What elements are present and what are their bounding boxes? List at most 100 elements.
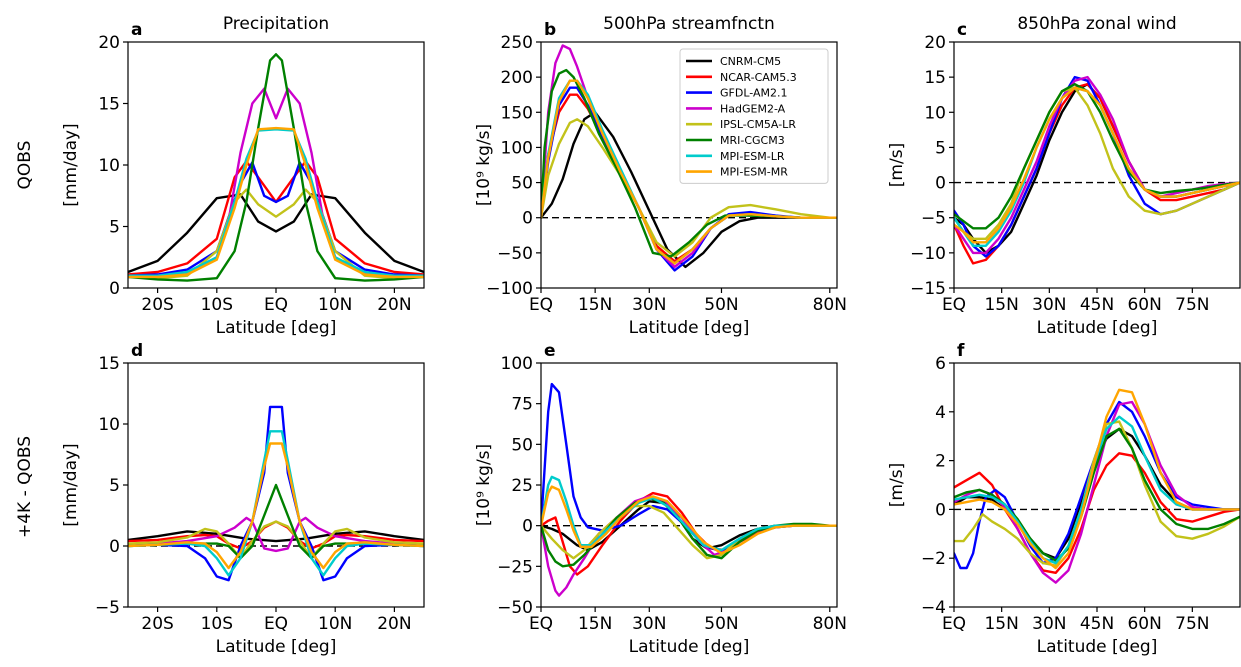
y-tick-label: 5	[109, 218, 120, 238]
x-tick-label: 30N	[1032, 614, 1066, 634]
x-axis-label: Latitude [deg]	[629, 637, 750, 657]
series-line-mpi-esm-mr	[128, 442, 424, 570]
x-axis-label: Latitude [deg]	[1037, 318, 1158, 338]
panel-letter: b	[544, 20, 556, 40]
y-tick-label: −50	[497, 598, 533, 618]
y-tick-label: −50	[497, 244, 533, 264]
x-tick-label: 20S	[141, 295, 173, 315]
x-tick-label: 10S	[201, 614, 233, 634]
y-axis-label: [10⁹ kg/s]	[474, 444, 494, 526]
row-label-4k-minus-qobs: +4K - QOBS	[15, 436, 35, 538]
legend-frame	[679, 48, 829, 184]
y-tick-label: 15	[98, 354, 120, 374]
panel-c: EQ 15N 30N 45N 60N 75N −15 −10 −5 0 5 10 15 20 Latitud…	[887, 14, 1241, 338]
y-tick-label: 100	[501, 138, 533, 158]
y-tick-label: 0	[109, 279, 120, 299]
x-tick-label: 20S	[141, 614, 173, 634]
y-tick-label: 0	[522, 209, 533, 229]
y-tick-label: 10	[98, 156, 120, 176]
x-tick-label: EQ	[942, 295, 966, 315]
x-axis-label: Latitude [deg]	[216, 318, 337, 338]
panel-e: EQ 15N 30N 50N 80N −50 −25 0 25 50 75 100 Latitude […	[474, 341, 847, 657]
series-line-mpi-esm-lr	[954, 86, 1240, 247]
x-tick-label: 60N	[1127, 295, 1161, 315]
y-tick-label: 150	[501, 103, 533, 123]
axes-frame	[127, 41, 425, 289]
series-group	[128, 53, 424, 282]
x-tick-label: 10N	[318, 614, 352, 634]
series-line-hadgem2-a	[128, 87, 424, 279]
panel-letter: d	[131, 341, 143, 361]
panel-f: EQ 15N 30N 45N 60N 75N −4 −2 0 2 4 6 Latitude [deg] […	[887, 341, 1241, 657]
y-tick-label: 20	[924, 33, 946, 53]
panel-title: 850hPa zonal wind	[1017, 14, 1176, 34]
x-tick-label: 80N	[813, 614, 847, 634]
x-tick-label: 15N	[578, 295, 612, 315]
series-line-gfdl-am2-1	[954, 400, 1240, 570]
series-line-mpi-esm-mr	[954, 388, 1240, 570]
x-axis-label: Latitude [deg]	[1037, 637, 1158, 657]
y-tick-label: −2	[921, 549, 946, 569]
series-group	[954, 75, 1240, 265]
series-group	[541, 382, 837, 597]
series-line-ncar-cam5-3	[954, 83, 1240, 265]
legend-entry: MRI-CGCM3	[720, 134, 785, 147]
series-line-mpi-esm-lr	[541, 475, 837, 552]
x-axis-label: Latitude [deg]	[629, 318, 750, 338]
y-tick-label: 100	[501, 354, 533, 374]
y-axis-label: [mm/day]	[61, 443, 81, 526]
series-group	[128, 405, 424, 582]
x-tick-label: 80N	[813, 295, 847, 315]
y-tick-label: 20	[98, 33, 120, 53]
y-axis-label: [m/s]	[887, 463, 907, 507]
series-line-gfdl-am2-1	[128, 405, 424, 582]
y-tick-label: 5	[109, 476, 120, 496]
x-tick-label: EQ	[264, 614, 288, 634]
series-group	[954, 388, 1240, 584]
x-tick-label: EQ	[529, 295, 553, 315]
legend: CNRM-CM5 NCAR-CAM5.3 GFDL-AM2.1 HadGEM2-A IP…	[679, 48, 829, 184]
x-tick-label: 15N	[984, 614, 1018, 634]
panel-a: 20S 10S EQ 10N 20N 0 5 10 15 20 Latitude [deg] [mm/…	[61, 14, 425, 338]
y-tick-label: 2	[935, 452, 946, 472]
y-tick-label: 75	[511, 395, 533, 415]
x-tick-label: 45N	[1080, 614, 1114, 634]
y-tick-label: 15	[924, 68, 946, 88]
series-line-mpi-esm-lr	[128, 430, 424, 577]
y-tick-label: 0	[935, 174, 946, 194]
series-line-cnrm-cm5	[128, 530, 424, 543]
y-tick-label: 0	[935, 500, 946, 520]
series-line-mpi-esm-mr	[541, 79, 837, 265]
x-tick-label: 15N	[984, 295, 1018, 315]
legend-entry: IPSL-CM5A-LR	[720, 118, 796, 131]
x-tick-label: 75N	[1175, 295, 1209, 315]
legend-entry: MPI-ESM-MR	[720, 166, 788, 179]
x-tick-label: EQ	[264, 295, 288, 315]
series-line-mri-cgcm3	[954, 83, 1240, 230]
x-tick-label: 60N	[1127, 614, 1161, 634]
x-tick-label: 30N	[632, 614, 666, 634]
axes-frame	[540, 362, 838, 608]
y-tick-label: 10	[924, 103, 946, 123]
y-tick-label: 50	[511, 174, 533, 194]
y-tick-label: −25	[497, 557, 533, 577]
panel-letter: c	[957, 20, 967, 40]
y-tick-label: 250	[501, 33, 533, 53]
y-tick-label: 200	[501, 68, 533, 88]
x-tick-label: 30N	[1032, 295, 1066, 315]
y-tick-label: 0	[109, 537, 120, 557]
x-tick-label: EQ	[529, 614, 553, 634]
x-tick-label: 30N	[632, 295, 666, 315]
series-line-ipsl-cm5a-lr	[954, 86, 1240, 240]
x-tick-label: EQ	[942, 614, 966, 634]
axes-frame	[540, 41, 838, 289]
axes-frame	[953, 41, 1241, 289]
y-tick-label: 4	[935, 403, 946, 423]
legend-entry: MPI-ESM-LR	[720, 150, 785, 163]
legend-entry: NCAR-CAM5.3	[720, 71, 797, 84]
y-tick-label: 50	[511, 435, 533, 455]
y-axis-label: [10⁹ kg/s]	[474, 124, 494, 206]
y-tick-label: −4	[921, 598, 946, 618]
x-tick-label: 45N	[1080, 295, 1114, 315]
